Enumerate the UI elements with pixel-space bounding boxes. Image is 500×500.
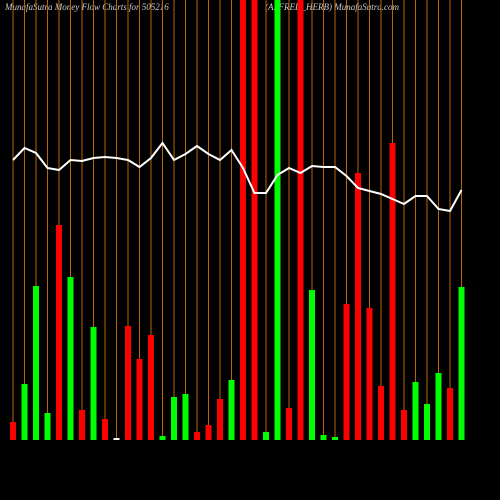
bar [389,143,396,440]
bar [435,373,442,440]
bar [148,335,154,440]
bar [102,419,108,440]
bar [21,384,28,440]
bar [309,290,315,440]
bar [171,397,177,440]
bar [67,277,74,440]
bar [90,327,97,440]
bar [458,287,465,440]
bar [286,408,292,440]
bar [320,435,327,440]
bar [56,225,62,440]
bar [332,437,338,440]
bar [125,326,131,440]
bar [10,422,16,440]
bar [343,304,350,440]
bar [44,413,51,440]
bar [33,286,39,440]
bar [228,380,235,440]
bar [113,438,120,440]
bar [182,394,189,440]
bar [136,359,143,440]
bar [447,388,453,440]
bar [366,308,373,440]
bar [205,425,212,440]
bar [240,0,246,440]
chart-title: MunafaSutra Money Flow Charts for 505216 [4,2,169,12]
bar [79,410,85,440]
bar [263,432,269,440]
money-flow-line [12,141,463,213]
bar [378,386,384,440]
bar [297,0,304,440]
chart-subtitle: (ALFRED_HERB) MunafaSutra.com [265,2,399,12]
bar [251,0,258,440]
bar [355,173,361,440]
bar [194,432,200,440]
bar [412,382,419,440]
bar [274,0,281,440]
bar [424,404,430,440]
bar [159,436,166,440]
bar [401,410,407,440]
bar [217,399,223,440]
